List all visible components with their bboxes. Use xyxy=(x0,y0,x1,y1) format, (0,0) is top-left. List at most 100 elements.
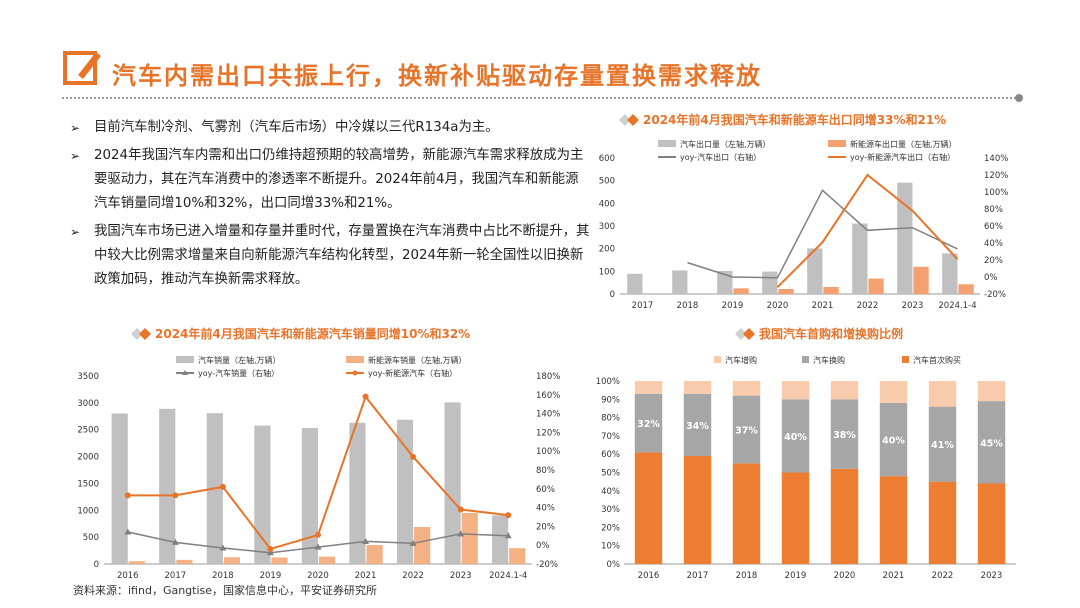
y-tick-label: 600 xyxy=(599,154,615,164)
y2-tick-label: 0% xyxy=(536,541,550,551)
bar xyxy=(958,284,974,294)
stacked-segment xyxy=(977,483,1006,564)
x-tick-label: 2021 xyxy=(812,301,834,311)
x-tick-label: 2024.1-4 xyxy=(938,301,976,311)
stacked-segment xyxy=(879,476,908,564)
bar xyxy=(176,559,193,564)
y-tick-label: 100% xyxy=(596,377,620,387)
y-tick-label: 3000 xyxy=(77,399,99,409)
bar xyxy=(271,557,288,564)
x-tick-label: 2024.1-4 xyxy=(489,571,527,581)
bullet-item: ➢ 2024年我国汽车内需和出口仍维持超预期的较高增势，新能源汽车需求释放成为主… xyxy=(70,144,590,216)
x-tick-label: 2016 xyxy=(638,571,660,581)
line-marker xyxy=(172,492,179,499)
line-marker xyxy=(505,512,512,519)
y2-tick-label: 160% xyxy=(536,391,560,401)
arrow-bullet-icon: ➢ xyxy=(70,225,81,239)
bullet-item: ➢ 我国汽车市场已进入增量和存量并重时代，存量置换在汽车消费中占比不断提升，其中… xyxy=(70,220,590,292)
bar xyxy=(672,270,688,294)
stacked-segment xyxy=(732,395,761,464)
bar xyxy=(492,515,509,564)
line-marker xyxy=(219,483,226,490)
line-marker xyxy=(410,453,417,460)
page-title: 汽车内需出口共振上行，换新补贴驱动存量置换需求释放 xyxy=(112,61,762,90)
stacked-segment xyxy=(977,381,1006,402)
legend-label: yoy-新能源汽车（右轴） xyxy=(368,368,457,378)
y-tick-label: 2000 xyxy=(77,453,99,463)
y-tick-label: 60% xyxy=(601,450,620,460)
line-marker xyxy=(315,531,321,538)
bar xyxy=(366,545,383,564)
bar xyxy=(807,248,823,294)
bar xyxy=(942,253,958,294)
bar xyxy=(852,223,868,294)
y-tick-label: 500 xyxy=(83,533,99,543)
line-marker xyxy=(124,528,132,535)
y-tick-label: 1000 xyxy=(77,506,99,516)
title-divider xyxy=(62,97,1020,99)
stacked-segment xyxy=(634,452,663,564)
bar xyxy=(159,408,176,564)
stacked-segment xyxy=(683,393,712,457)
data-label: 40% xyxy=(882,436,905,447)
y2-tick-label: 140% xyxy=(536,410,560,420)
y2-tick-label: 80% xyxy=(536,466,555,476)
chart-title: 2024年前4月我国汽车和新能源汽车销量同增10%和32% xyxy=(155,326,470,341)
y2-tick-label: -20% xyxy=(536,560,558,570)
stacked-segment xyxy=(781,381,810,400)
stacked-segment xyxy=(732,463,761,564)
legend-swatch xyxy=(346,356,364,363)
y-tick-label: 0 xyxy=(610,290,615,300)
bar xyxy=(717,270,733,294)
x-tick-label: 2018 xyxy=(677,301,699,311)
line-marker xyxy=(362,393,369,400)
y-tick-label: 0 xyxy=(94,560,99,570)
bar xyxy=(733,288,749,294)
title-diamond-icon xyxy=(627,114,639,126)
y-tick-label: 2500 xyxy=(77,426,99,436)
bar xyxy=(128,561,145,564)
stacked-segment xyxy=(879,402,908,477)
stacked-segment xyxy=(928,381,957,407)
bar xyxy=(778,289,794,294)
sales-chart: 2024年前4月我国汽车和新能源汽车销量同增10%和32% 0 500 1000 150… xyxy=(77,326,560,581)
bar xyxy=(913,266,929,294)
pencil-square-icon xyxy=(63,51,101,85)
x-tick-label: 2020 xyxy=(767,301,789,311)
bar xyxy=(111,413,128,564)
data-label: 32% xyxy=(637,419,660,430)
line-marker xyxy=(457,530,465,537)
y-tick-label: 70% xyxy=(601,432,620,442)
line-marker xyxy=(171,538,179,545)
title-diamond-icon xyxy=(131,328,143,340)
stacked-segment xyxy=(683,456,712,564)
x-tick-label: 2017 xyxy=(165,571,187,581)
y2-tick-label: 60% xyxy=(984,222,1003,232)
stacked-segment xyxy=(781,472,810,564)
legend-swatch xyxy=(802,356,809,363)
chart-title: 2024年前4月我国汽车和新能源车出口同增33%和21% xyxy=(643,112,946,127)
legend-label: yoy-新能源汽车出口（右轴） xyxy=(850,152,955,162)
y2-tick-label: 100% xyxy=(984,188,1008,198)
x-tick-label: 2019 xyxy=(722,301,744,311)
y-tick-label: 50% xyxy=(601,469,620,479)
legend-label: 汽车换购 xyxy=(813,355,845,365)
line-marker xyxy=(124,492,131,499)
bar xyxy=(223,557,241,564)
y-tick-label: 3500 xyxy=(77,372,99,382)
y-tick-label: 90% xyxy=(601,395,620,405)
line-marker xyxy=(314,543,322,550)
x-tick-label: 2021 xyxy=(883,571,905,581)
y-tick-label: 0% xyxy=(607,560,621,570)
title-diamond-icon xyxy=(735,328,747,340)
title-diamond-icon xyxy=(743,328,755,340)
legend-label: 汽车销量（左轴,万辆） xyxy=(198,355,281,365)
y2-tick-label: 180% xyxy=(536,372,560,382)
bar xyxy=(414,526,431,564)
legend-swatch xyxy=(902,356,909,363)
line-marker xyxy=(504,532,512,539)
source-note: 资料来源：ifind，Gangtise，国家信息中心，平安证券研究所 xyxy=(73,584,378,597)
y2-tick-label: 80% xyxy=(984,205,1003,215)
bar xyxy=(349,422,366,564)
bullet-text: 目前汽车制冷剂、气雾剂（汽车后市场）中冷媒以三代R134a为主。 xyxy=(94,120,499,135)
